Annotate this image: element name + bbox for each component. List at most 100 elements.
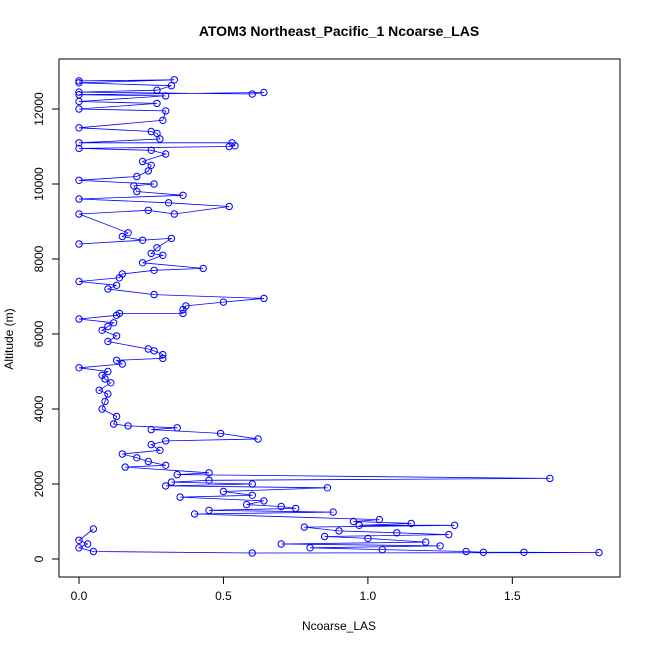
data-point [199, 264, 207, 273]
data-point [112, 281, 121, 289]
data-point [104, 367, 112, 376]
data-point [329, 508, 337, 516]
data-point [75, 124, 83, 132]
data-point [144, 167, 153, 175]
data-point [546, 474, 554, 483]
data-point [84, 540, 92, 548]
data-point [156, 446, 164, 454]
data-point [205, 476, 213, 484]
y-axis: 0 2000 4000 6000 8000 10000 12000 [32, 92, 60, 562]
data-point [133, 187, 141, 196]
data-point [124, 422, 132, 430]
data-point [110, 319, 118, 327]
data-point [364, 534, 372, 543]
data-point [124, 229, 132, 237]
data-point [164, 199, 173, 207]
data-point [306, 544, 314, 552]
data-point [277, 502, 285, 511]
data-point [248, 480, 257, 488]
data-points [75, 76, 603, 557]
data-point [147, 249, 155, 258]
data-point [110, 420, 118, 428]
data-point [170, 210, 179, 218]
data-point [450, 521, 459, 529]
data-point [159, 354, 167, 363]
data-point [138, 157, 147, 166]
data-point [133, 172, 141, 181]
data-point [95, 386, 103, 394]
data-point [248, 491, 257, 499]
data-point [98, 326, 106, 334]
data-point [153, 244, 161, 252]
data-point [75, 105, 83, 113]
plot-area [75, 76, 603, 557]
series-line [77, 79, 600, 554]
data-point [407, 519, 415, 528]
data-point [349, 517, 358, 526]
data-point [205, 506, 213, 514]
data-point [75, 88, 83, 96]
y-tick-label: 4000 [32, 395, 46, 422]
data-point [101, 375, 109, 383]
data-point [89, 525, 98, 533]
data-point [104, 285, 112, 293]
data-point [445, 530, 453, 539]
data-point [75, 544, 83, 552]
data-point [107, 379, 115, 387]
chart-title: ATOM3 Northeast_Pacific_1 Ncoarse_LAS [199, 23, 479, 39]
data-point [144, 457, 153, 466]
data-point [98, 405, 106, 413]
data-point [277, 540, 285, 548]
data-point [75, 139, 83, 147]
data-point [153, 86, 161, 94]
x-tick-label: 0.5 [215, 589, 232, 603]
data-point [89, 547, 98, 556]
data-point [75, 210, 83, 218]
data-point [118, 232, 127, 241]
data-point [167, 234, 176, 243]
data-point [323, 484, 332, 492]
data-point [162, 482, 170, 490]
data-point [393, 529, 401, 537]
data-point [118, 360, 127, 368]
data-point [176, 493, 184, 501]
data-point [118, 450, 127, 458]
data-point [104, 390, 112, 398]
data-point [144, 206, 153, 215]
data-point [75, 240, 83, 248]
data-point [179, 191, 187, 200]
data-point [378, 545, 386, 554]
data-point [170, 76, 179, 84]
data-point [138, 236, 147, 245]
data-point [75, 97, 83, 106]
data-point [147, 146, 155, 155]
data-point [335, 527, 343, 535]
data-point [216, 429, 225, 438]
data-point [254, 435, 262, 443]
data-point [162, 461, 170, 469]
data-point [75, 364, 83, 372]
data-point [159, 116, 167, 125]
data-point [150, 290, 158, 299]
data-point [179, 309, 187, 318]
data-point [104, 337, 112, 346]
data-point [162, 150, 170, 158]
x-axis-label: Ncoarse_LAS [302, 619, 376, 633]
data-point [242, 500, 251, 509]
data-point [167, 82, 176, 90]
data-point [75, 315, 83, 323]
x-tick-label: 0.0 [71, 589, 88, 603]
data-point [150, 347, 158, 355]
data-point [190, 510, 199, 518]
data-point [153, 129, 161, 138]
data-point [173, 424, 181, 432]
data-point [320, 532, 329, 541]
data-point [162, 92, 170, 100]
data-point [219, 298, 228, 306]
data-point [147, 425, 155, 434]
data-point [75, 277, 83, 286]
data-point [75, 176, 83, 185]
data-point [104, 322, 112, 331]
data-point [225, 142, 233, 151]
